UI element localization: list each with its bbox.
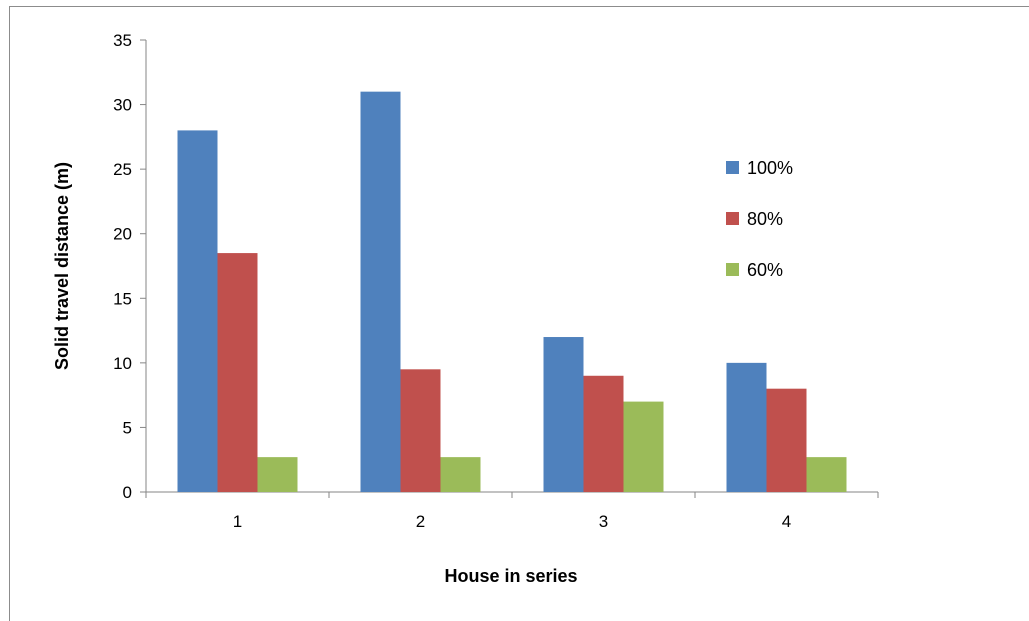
y-tick-label: 15 xyxy=(113,289,132,308)
y-axis: 0 5 10 15 20 25 30 35 xyxy=(113,31,147,502)
bar-80pct-house-3 xyxy=(583,375,624,492)
bar-100pct-house-2 xyxy=(360,91,401,493)
y-tick-label: 30 xyxy=(113,96,132,115)
x-axis-title: House in series xyxy=(444,566,577,586)
bars xyxy=(177,91,847,493)
legend-label: 60% xyxy=(747,260,783,280)
bar-100pct-house-3 xyxy=(543,337,584,492)
x-tick-label: 1 xyxy=(233,512,242,531)
y-tick-label: 5 xyxy=(123,418,132,437)
bar-100pct-house-4 xyxy=(726,362,767,492)
y-tick-label: 25 xyxy=(113,160,132,179)
y-tick-label: 10 xyxy=(113,354,132,373)
bar-60pct-house-2 xyxy=(440,457,481,492)
bar-80pct-house-4 xyxy=(766,388,807,492)
x-tick-label: 2 xyxy=(416,512,425,531)
bar-80pct-house-1 xyxy=(217,253,258,492)
bar-80pct-house-2 xyxy=(400,369,441,492)
x-axis: 1 2 3 4 xyxy=(145,491,879,531)
y-tick-label: 35 xyxy=(113,31,132,50)
legend-swatch xyxy=(726,212,739,225)
y-tick-label: 0 xyxy=(123,483,132,502)
legend-label: 100% xyxy=(747,158,793,178)
x-tick-label: 3 xyxy=(599,512,608,531)
legend-label: 80% xyxy=(747,209,783,229)
bar-60pct-house-4 xyxy=(806,457,847,492)
bar-100pct-house-1 xyxy=(177,130,218,492)
bar-60pct-house-1 xyxy=(257,457,298,492)
y-axis-title: Solid travel distance (m) xyxy=(52,162,72,370)
x-tick-label: 4 xyxy=(782,512,791,531)
bar-60pct-house-3 xyxy=(623,401,664,492)
legend-swatch xyxy=(726,161,739,174)
legend-swatch xyxy=(726,263,739,276)
y-tick-label: 20 xyxy=(113,225,132,244)
legend: 100% 80% 60% xyxy=(726,158,793,280)
